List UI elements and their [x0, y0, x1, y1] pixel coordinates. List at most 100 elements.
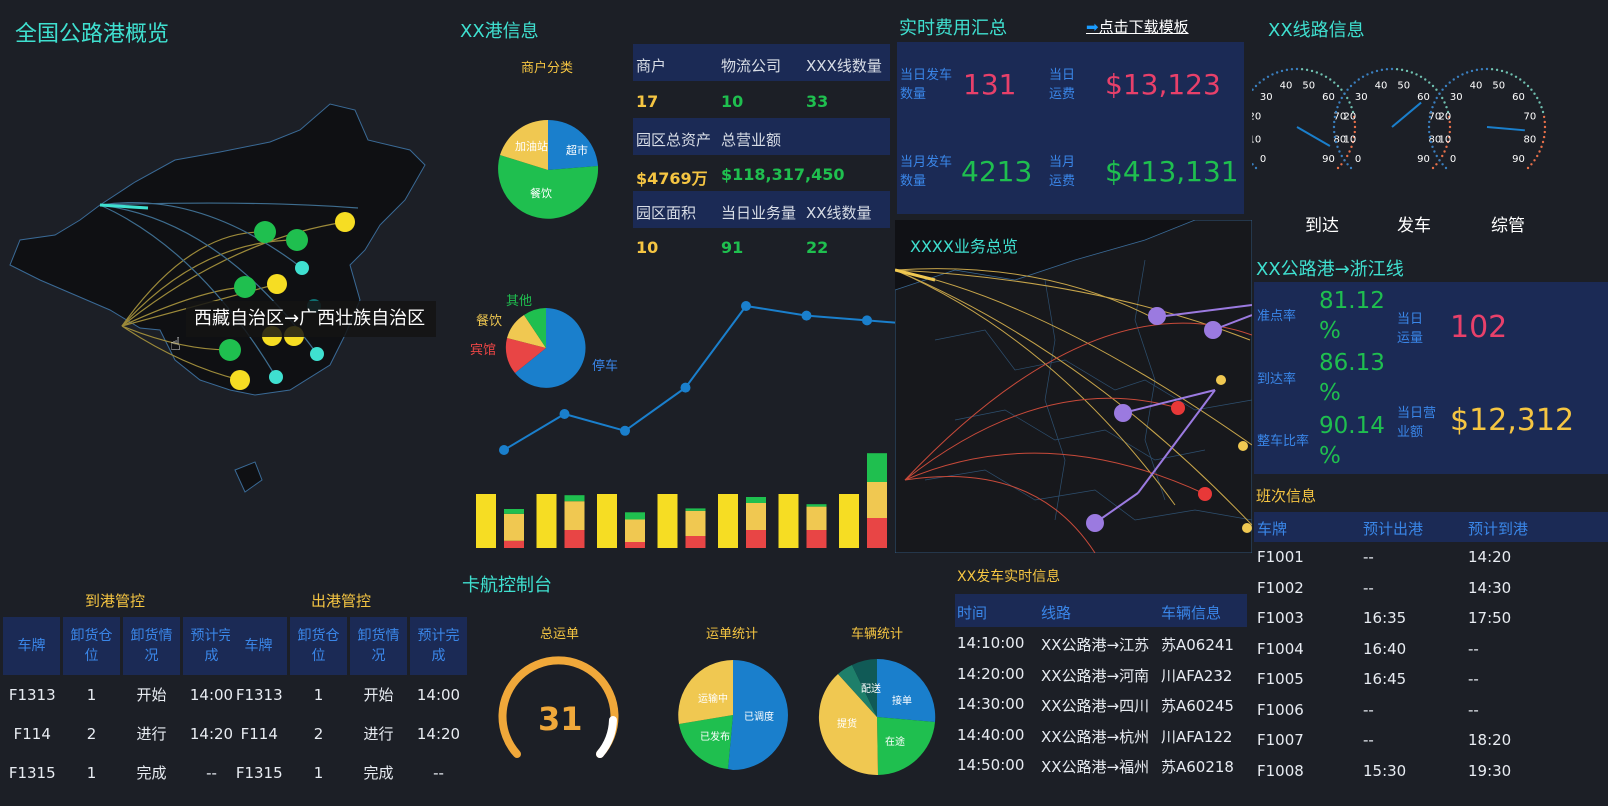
- gauge-tick-dot: [1445, 105, 1448, 109]
- bar-yellow[interactable]: [718, 494, 738, 548]
- bar-yellow[interactable]: [657, 494, 678, 548]
- table-row: F114 2 进行 14:20: [3, 714, 242, 753]
- gauge-tick-dot: [1428, 120, 1431, 124]
- trend-line: [503, 304, 900, 451]
- gauge-tick-dot: [1357, 78, 1360, 81]
- trend-point[interactable]: [801, 310, 812, 321]
- download-template-link[interactable]: ➡点击下载模板: [1086, 16, 1189, 37]
- ctl-header-cell: 卸货情况: [348, 617, 410, 675]
- gauge-tick-label: 40: [1375, 80, 1388, 91]
- bar-stack-segment[interactable]: [867, 518, 887, 548]
- ctl-cell: 开始: [136, 686, 167, 704]
- ctl-header-cell: 卸货仓位: [61, 617, 123, 675]
- gauge-tick-dot: [1419, 75, 1423, 78]
- bar-stack-segment[interactable]: [746, 503, 766, 530]
- header-merchants: 商户: [636, 57, 667, 75]
- bar-yellow[interactable]: [476, 494, 496, 548]
- gauge-tick-dot: [1271, 73, 1274, 76]
- trend-point[interactable]: [620, 425, 630, 436]
- gauge-tick-dot: [1262, 78, 1265, 81]
- business-combo-chart[interactable]: [470, 290, 900, 565]
- gauge-tick-dot: [1427, 125, 1431, 129]
- gauge-tick-dot: [1333, 130, 1336, 134]
- bar-stack-segment[interactable]: [806, 506, 827, 530]
- realtime-cell: 14:20:00: [957, 664, 1025, 683]
- bar-stack-segment[interactable]: [867, 453, 887, 482]
- value-xx-lines: 22: [806, 238, 829, 257]
- ctl-header-cell: 卸货情况: [121, 617, 183, 675]
- gauge-tick-dot: [1351, 110, 1355, 114]
- gauge-tick-dot: [1538, 150, 1541, 153]
- business-overview-map[interactable]: [895, 220, 1252, 553]
- gauge-tick-dot: [1285, 68, 1289, 72]
- gauge-tick-label: 50: [1397, 80, 1410, 91]
- bar-yellow[interactable]: [839, 494, 859, 548]
- bar-yellow[interactable]: [536, 494, 557, 548]
- bar-stack-segment[interactable]: [564, 501, 585, 530]
- merchant-pie[interactable]: 超市 加油站 餐饮: [490, 110, 610, 230]
- gauge-tick-label: 80: [1334, 134, 1347, 145]
- usage-pie[interactable]: 其他 餐饮 宾馆 停车: [470, 290, 630, 390]
- gauge-tick-dot: [1385, 68, 1389, 71]
- bar-stack-segment[interactable]: [746, 530, 766, 548]
- bar-yellow[interactable]: [597, 494, 617, 548]
- gauge-tick-dot: [1266, 75, 1270, 78]
- ctl-cell: --: [433, 763, 444, 782]
- bar-stack-segment[interactable]: [504, 509, 524, 514]
- bar-stack-segment[interactable]: [867, 482, 887, 518]
- line-gauges[interactable]: 0 10 20 30 40 50 60 70 80 90 0 10 20 30 40 50 60 70 80 90 0 1…: [1252, 55, 1608, 205]
- gauge-tick-dot: [1395, 68, 1399, 71]
- total-waybill-value: 31: [538, 700, 583, 738]
- china-map[interactable]: [0, 90, 450, 510]
- bar-stack-segment[interactable]: [806, 504, 827, 507]
- gauge-tick-dot: [1443, 150, 1446, 153]
- bar-stack-segment[interactable]: [685, 536, 706, 548]
- realtime-cell: XX公路港→福州: [1041, 758, 1150, 776]
- gauge-tick-dot: [1300, 68, 1304, 71]
- gauge-tick-label: 30: [1355, 92, 1368, 103]
- total-waybill-gauge[interactable]: 31: [495, 652, 625, 772]
- pie1-label-1: 超市: [566, 143, 588, 157]
- gauge-tick-dot: [1353, 130, 1356, 134]
- gauge-tick-label: 0: [1355, 154, 1361, 165]
- gauge-tick-dot: [1353, 125, 1357, 129]
- trend-point[interactable]: [741, 301, 751, 311]
- waybill-pie[interactable]: 运输中 已调度 已发布: [670, 652, 800, 782]
- gauge-tick-dot: [1543, 125, 1547, 129]
- gauge-tick-dot: [1533, 92, 1536, 95]
- gauge-tick-label: 60: [1322, 92, 1335, 103]
- bar-stack-segment[interactable]: [564, 530, 585, 548]
- bar-stack-segment[interactable]: [625, 542, 645, 548]
- on-time-label: 准点率: [1257, 309, 1297, 324]
- vehicle-label-3: 提货: [837, 717, 857, 730]
- trend-point[interactable]: [499, 445, 509, 455]
- bar-stack-segment[interactable]: [564, 495, 585, 502]
- bar-stack-segment[interactable]: [625, 519, 645, 543]
- ctl-cell: 14:20: [189, 724, 234, 743]
- gauge-tick-dot: [1346, 88, 1349, 91]
- gauge-tick-dot: [1254, 166, 1258, 170]
- bar-stack-segment[interactable]: [625, 512, 645, 520]
- header-area: 园区面积: [636, 204, 697, 222]
- shift-cell: 19:30: [1468, 761, 1512, 780]
- bar-stack-segment[interactable]: [685, 508, 706, 511]
- vehicle-pie[interactable]: 配送 接单 提货 在途: [812, 652, 947, 782]
- gauge-tick-label: 40: [1470, 80, 1483, 91]
- bar-stack-segment[interactable]: [685, 510, 706, 536]
- trend-point[interactable]: [559, 409, 570, 419]
- gauge-tick-dot: [1441, 96, 1444, 100]
- shift-cell: F1001: [1257, 548, 1304, 566]
- bar-stack-segment[interactable]: [746, 497, 766, 503]
- gauge-tick-dot: [1352, 135, 1356, 139]
- bar-stack-segment[interactable]: [504, 513, 524, 541]
- bar-yellow[interactable]: [778, 494, 799, 548]
- gauge-tick-label: 40: [1280, 80, 1293, 91]
- port-table-header-3: [633, 191, 890, 228]
- gauge-tick-dot: [1505, 71, 1509, 74]
- gauge-tick-dot: [1433, 150, 1436, 153]
- trend-point[interactable]: [680, 382, 691, 393]
- gauge-tick-dot: [1340, 96, 1343, 100]
- trend-point[interactable]: [862, 315, 872, 326]
- bar-stack-segment[interactable]: [504, 540, 524, 548]
- bar-stack-segment[interactable]: [806, 530, 827, 548]
